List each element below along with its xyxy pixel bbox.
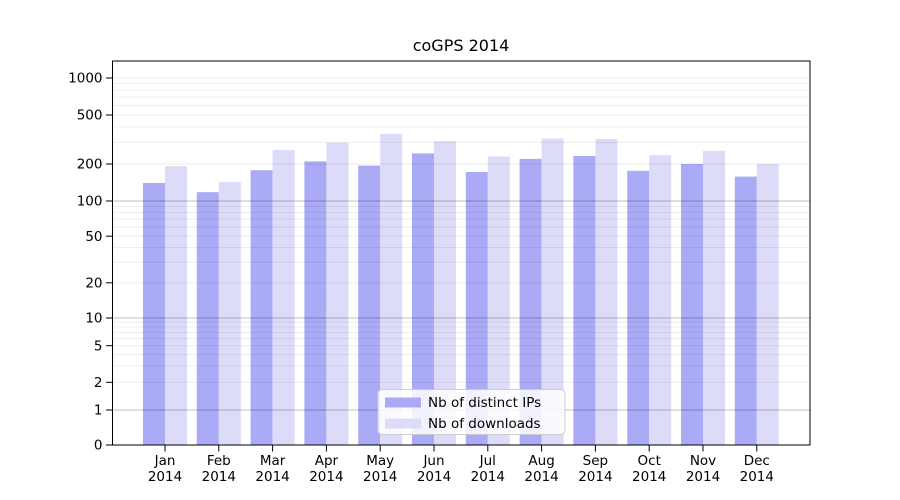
bar-distinct-ips — [412, 153, 434, 445]
chart-title: coGPS 2014 — [413, 36, 510, 55]
y-tick-label: 50 — [85, 229, 102, 245]
y-tick-label: 200 — [77, 157, 103, 173]
y-tick-label: 10 — [85, 311, 102, 327]
bar-downloads — [703, 150, 725, 446]
bar-distinct-ips — [304, 161, 327, 445]
x-tick-label-year: 2014 — [417, 469, 451, 485]
bar-distinct-ips — [143, 183, 165, 445]
bar-distinct-ips — [519, 158, 542, 445]
legend-swatch — [385, 397, 421, 408]
x-tick-label-month: Sep — [583, 453, 608, 469]
legend: Nb of distinct IPs Nb of downloads — [377, 389, 566, 435]
bar-downloads — [756, 164, 779, 445]
bar-downloads — [272, 150, 295, 445]
x-tick-label-month: Jan — [154, 453, 176, 469]
bar-downloads — [595, 139, 618, 445]
bar-distinct-ips — [196, 192, 219, 445]
y-tick-label: 20 — [85, 276, 102, 292]
x-tick-label-year: 2014 — [255, 469, 289, 485]
bar-downloads — [326, 142, 349, 445]
bar-distinct-ips — [681, 164, 703, 445]
bar-downloads — [541, 138, 564, 445]
bar-downloads — [380, 133, 403, 446]
x-tick-label-year: 2014 — [363, 469, 397, 485]
x-tick-label-year: 2014 — [202, 469, 236, 485]
y-tick-label: 100 — [77, 194, 103, 210]
x-tick-label-month: Jun — [422, 453, 444, 469]
x-tick-label-year: 2014 — [524, 469, 558, 485]
x-tick-label-month: Mar — [260, 453, 286, 469]
y-tick-label: 500 — [77, 108, 103, 124]
x-tick-label-month: May — [366, 453, 394, 469]
x-tick-label-month: Oct — [638, 453, 661, 469]
x-tick-label-year: 2014 — [148, 469, 182, 485]
x-tick-label-year: 2014 — [632, 469, 666, 485]
bar-distinct-ips — [465, 172, 488, 445]
x-tick-label-year: 2014 — [578, 469, 612, 485]
grid-layer — [112, 77, 810, 411]
axis-spines — [112, 60, 811, 446]
y-tick-label: 0 — [94, 438, 103, 454]
y-tick-label: 2 — [94, 375, 103, 391]
x-tick-label-year: 2014 — [686, 469, 720, 485]
bar-downloads — [649, 155, 672, 445]
legend-swatch — [385, 418, 421, 429]
x-tick-label-year: 2014 — [471, 469, 505, 485]
legend-label: Nb of distinct IPs — [428, 395, 541, 411]
y-tick-label: 5 — [94, 338, 103, 354]
x-tick-label-month: Feb — [207, 453, 231, 469]
bar-distinct-ips — [734, 176, 757, 445]
bar-downloads — [434, 141, 456, 445]
axes-layer: 01251020501002005001000Jan2014Feb2014Mar… — [68, 60, 811, 485]
legend-box — [377, 389, 566, 435]
y-tick-label: 1 — [94, 403, 103, 419]
x-tick-label-month: Aug — [528, 453, 554, 469]
x-tick-label-month: Dec — [744, 453, 770, 469]
x-tick-label-month: Apr — [315, 453, 339, 469]
bar-distinct-ips — [627, 170, 650, 446]
legend-label: Nb of downloads — [428, 416, 541, 432]
x-tick-label-month: Nov — [690, 453, 716, 469]
bar-downloads — [218, 181, 241, 445]
bar-downloads — [487, 156, 510, 445]
x-tick-label-year: 2014 — [740, 469, 774, 485]
y-tick-label: 1000 — [68, 71, 102, 87]
bar-distinct-ips — [573, 156, 596, 445]
bar-downloads — [165, 166, 187, 445]
x-tick-label-year: 2014 — [309, 469, 343, 485]
bar-distinct-ips — [250, 170, 273, 445]
bar-distinct-ips — [358, 165, 381, 445]
bars-layer — [143, 133, 779, 446]
x-tick-label-month: Jul — [479, 453, 496, 469]
